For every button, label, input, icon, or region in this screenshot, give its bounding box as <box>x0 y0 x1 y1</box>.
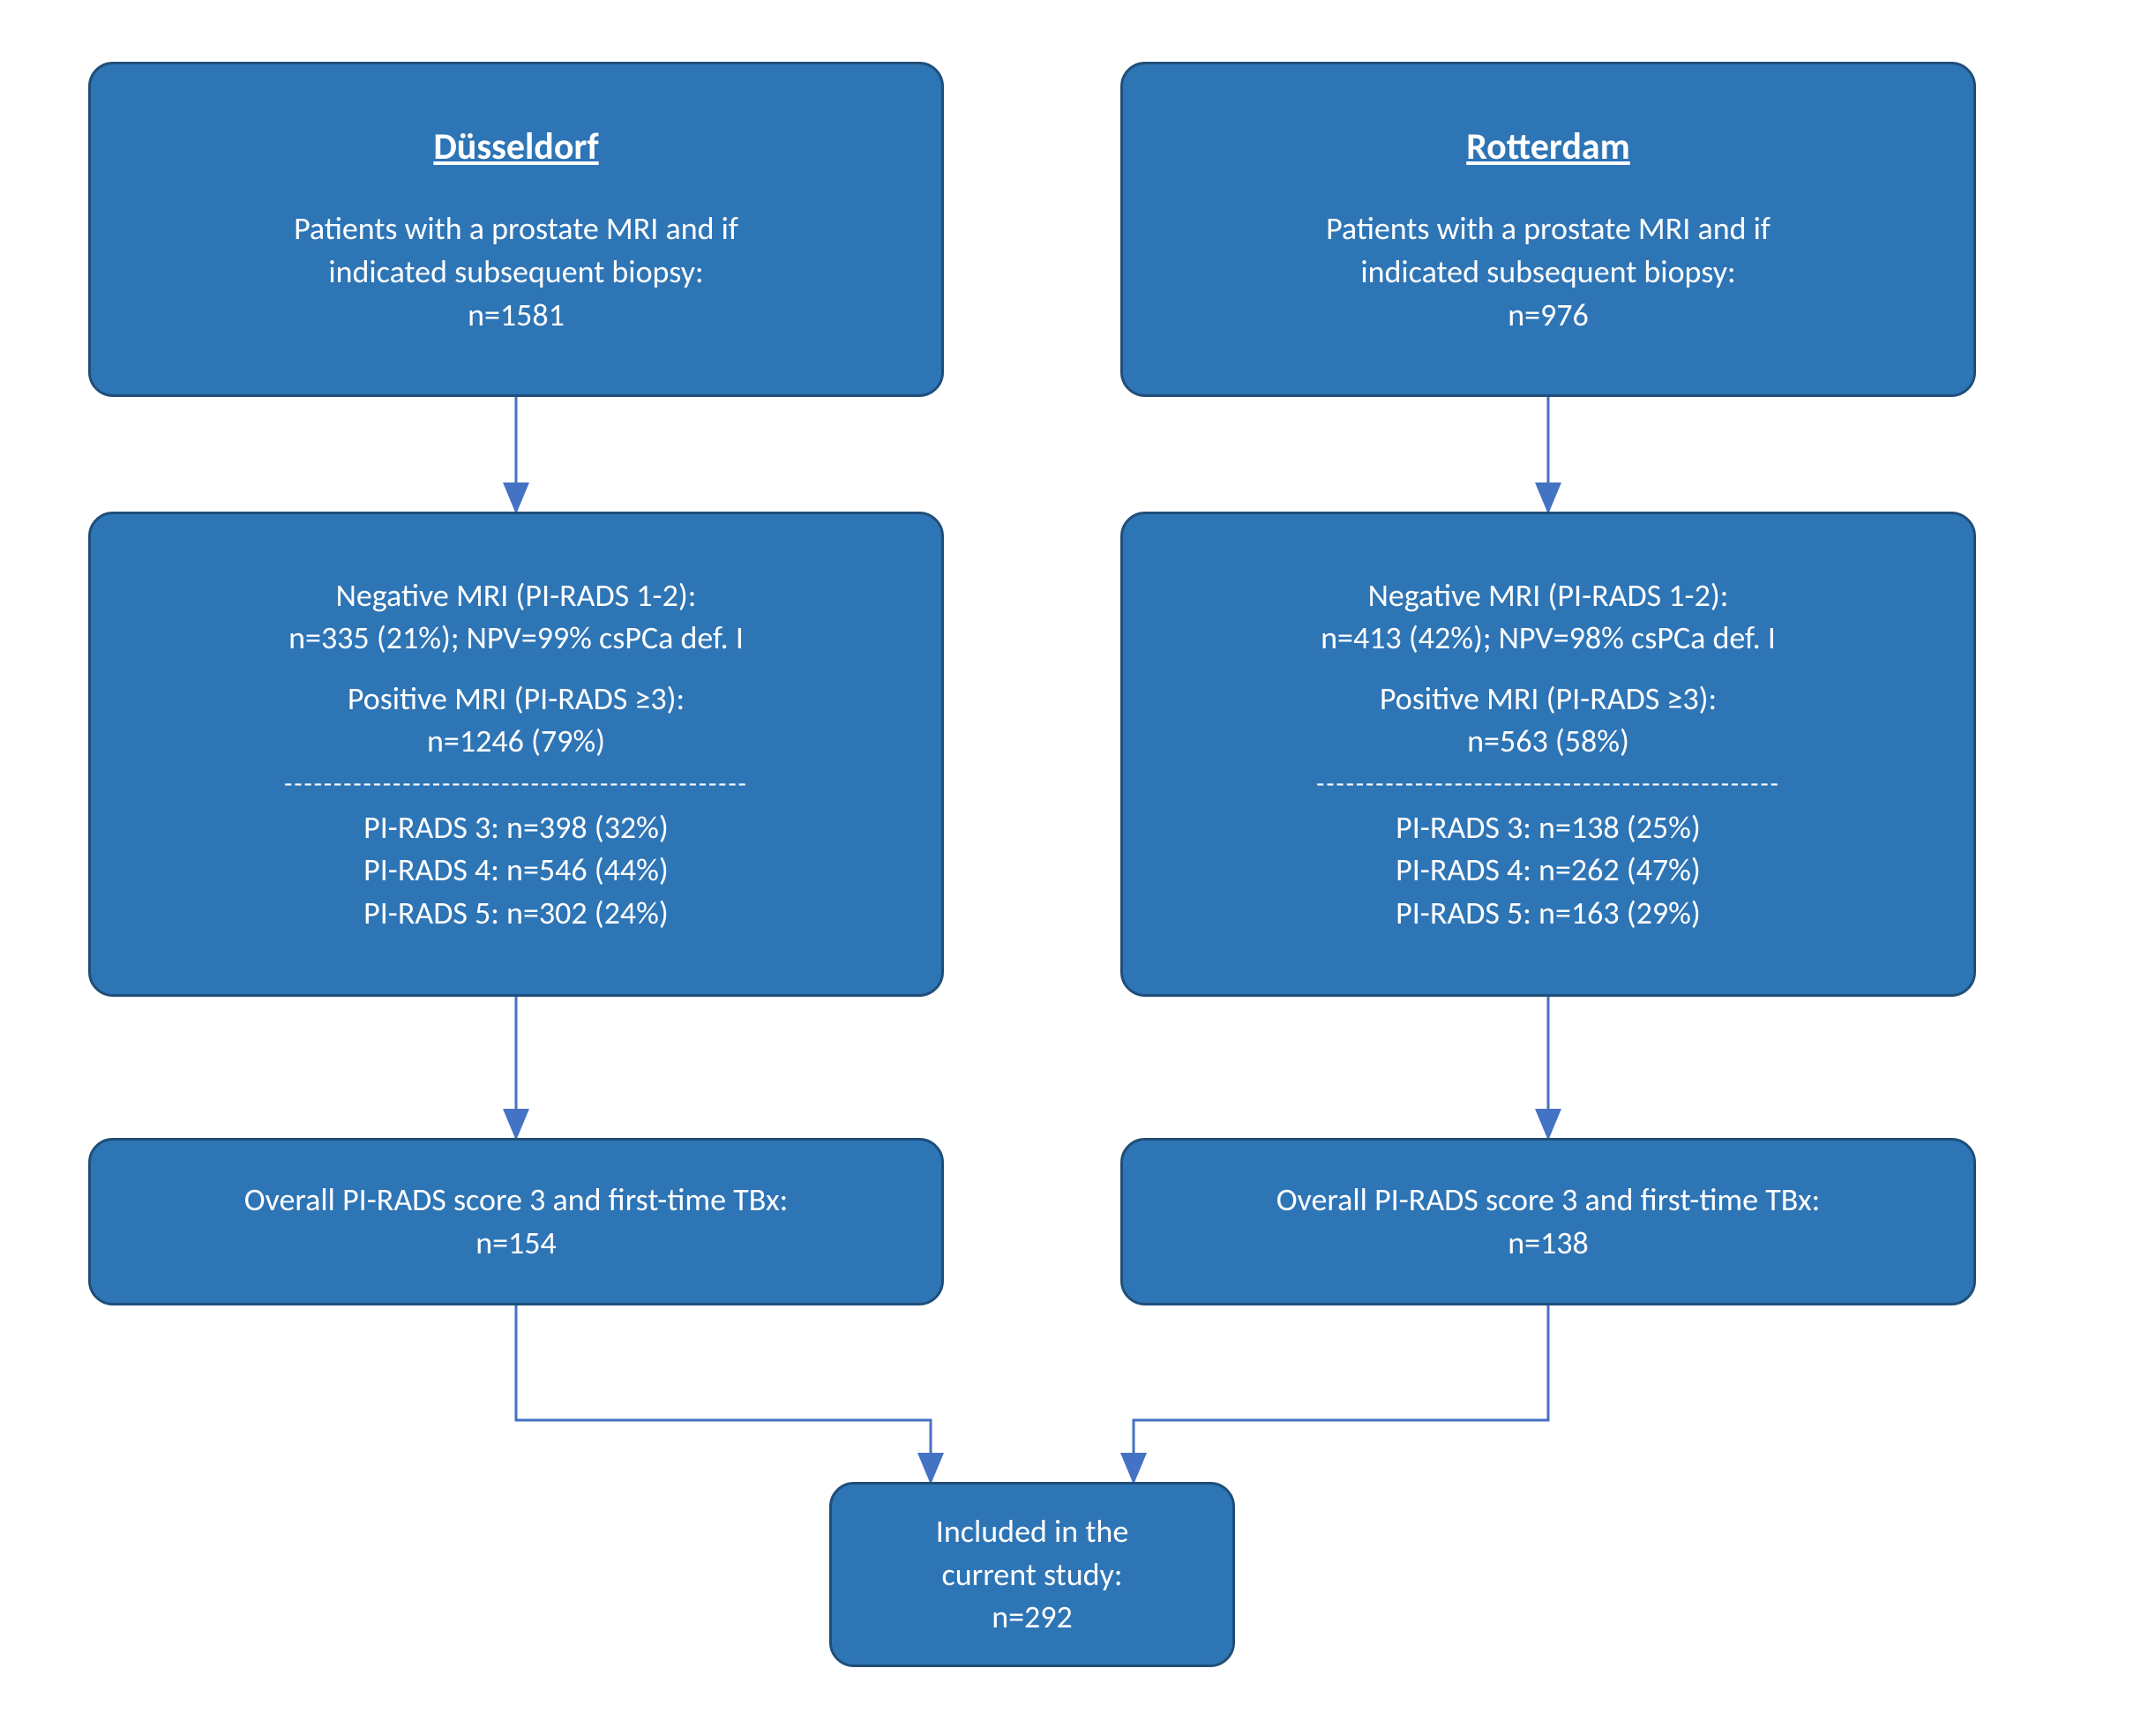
node-line: n=1581 <box>468 294 565 337</box>
node-title: Düsseldorf <box>433 123 598 173</box>
node-line: n=413 (42%); NPV=98% csPCa def. I <box>1321 617 1776 660</box>
node-line: indicated subsequent biopsy: <box>1360 251 1735 294</box>
node-line: n=154 <box>475 1222 557 1265</box>
node-line: PI-RADS 5: n=302 (24%) <box>363 892 669 935</box>
flowchart-canvas: Düsseldorf Patients with a prostate MRI a… <box>35 35 2121 1693</box>
node-line: Positive MRI (PI-RADS ≥3): <box>348 677 685 721</box>
node-line: PI-RADS 3: n=138 (25%) <box>1396 806 1701 849</box>
node-d1: Düsseldorf Patients with a prostate MRI a… <box>88 62 944 397</box>
node-line: n=976 <box>1508 294 1589 337</box>
node-line: n=138 <box>1508 1222 1589 1265</box>
node-line: Negative MRI (PI-RADS 1-2): <box>1368 574 1729 617</box>
node-r1: Rotterdam Patients with a prostate MRI an… <box>1120 62 1976 397</box>
node-line: Patients with a prostate MRI and if <box>294 207 738 251</box>
node-line: current study: <box>942 1553 1123 1597</box>
node-line: PI-RADS 5: n=163 (29%) <box>1396 892 1701 935</box>
node-line: Negative MRI (PI-RADS 1-2): <box>336 574 697 617</box>
node-line: Included in the <box>936 1510 1128 1553</box>
node-line: PI-RADS 4: n=262 (47%) <box>1396 849 1701 892</box>
node-line: PI-RADS 4: n=546 (44%) <box>363 849 669 892</box>
node-line: PI-RADS 3: n=398 (32%) <box>363 806 669 849</box>
node-line: n=292 <box>992 1596 1073 1639</box>
node-line: Positive MRI (PI-RADS ≥3): <box>1380 677 1717 721</box>
node-line: indicated subsequent biopsy: <box>328 251 703 294</box>
node-line: n=563 (58%) <box>1467 720 1629 763</box>
node-line: n=1246 (79%) <box>427 720 605 763</box>
node-d3: Overall PI-RADS score 3 and first-time T… <box>88 1138 944 1305</box>
edge-r3-final <box>1134 1305 1548 1482</box>
node-title: Rotterdam <box>1466 123 1630 173</box>
node-separator: ----------------------------------------… <box>1316 767 1780 803</box>
node-line: Patients with a prostate MRI and if <box>1326 207 1770 251</box>
node-r2: Negative MRI (PI-RADS 1-2):n=413 (42%); … <box>1120 512 1976 997</box>
node-line: n=335 (21%); NPV=99% csPCa def. I <box>288 617 744 660</box>
node-separator: ----------------------------------------… <box>284 767 748 803</box>
node-line: Overall PI-RADS score 3 and first-time T… <box>244 1178 789 1222</box>
node-final: Included in thecurrent study:n=292 <box>829 1482 1235 1667</box>
node-r3: Overall PI-RADS score 3 and first-time T… <box>1120 1138 1976 1305</box>
edge-d3-final <box>516 1305 931 1482</box>
node-d2: Negative MRI (PI-RADS 1-2):n=335 (21%); … <box>88 512 944 997</box>
node-line: Overall PI-RADS score 3 and first-time T… <box>1276 1178 1821 1222</box>
